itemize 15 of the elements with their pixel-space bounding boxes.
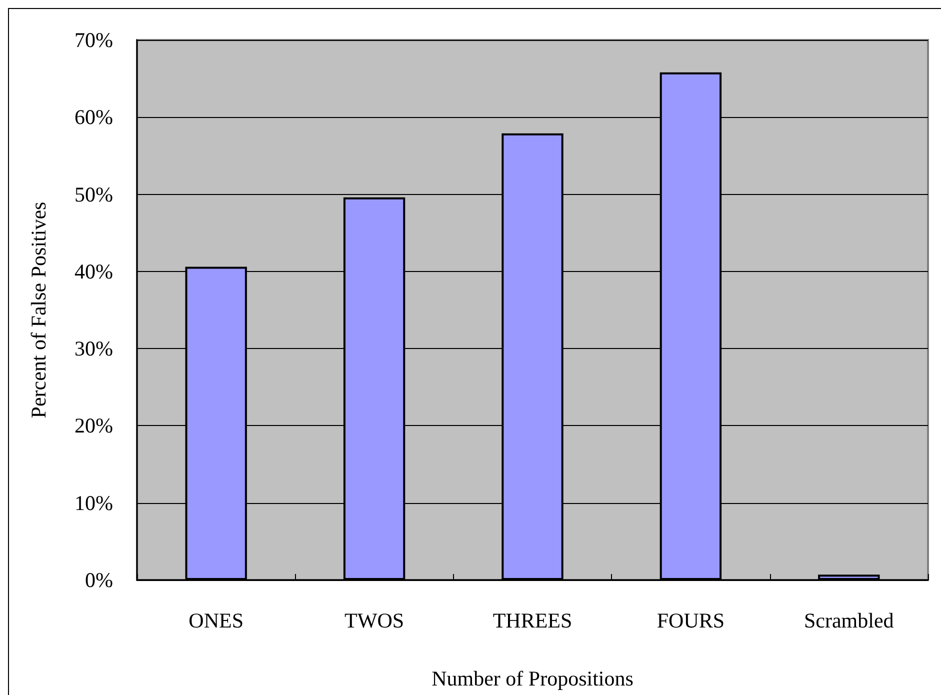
y-tick-label: 10% [74, 490, 113, 515]
y-tick-label: 40% [74, 259, 113, 284]
y-tick-label: 70% [74, 28, 113, 52]
x-tick-label: ONES [188, 608, 244, 632]
x-tick-label: THREES [492, 608, 572, 632]
y-axis-title: Percent of False Positives [26, 202, 50, 418]
y-tick-label: 30% [74, 336, 113, 361]
y-tick-label: 60% [74, 105, 113, 130]
x-tick-label: FOURS [656, 608, 725, 632]
y-tick-label: 50% [74, 182, 113, 206]
x-axis-title: Number of Propositions [432, 666, 634, 690]
y-tick-label: 20% [74, 414, 113, 438]
x-tick-label: Scrambled [804, 608, 894, 632]
y-tick-label: 0% [85, 568, 113, 592]
x-tick-label: TWOS [344, 608, 404, 632]
